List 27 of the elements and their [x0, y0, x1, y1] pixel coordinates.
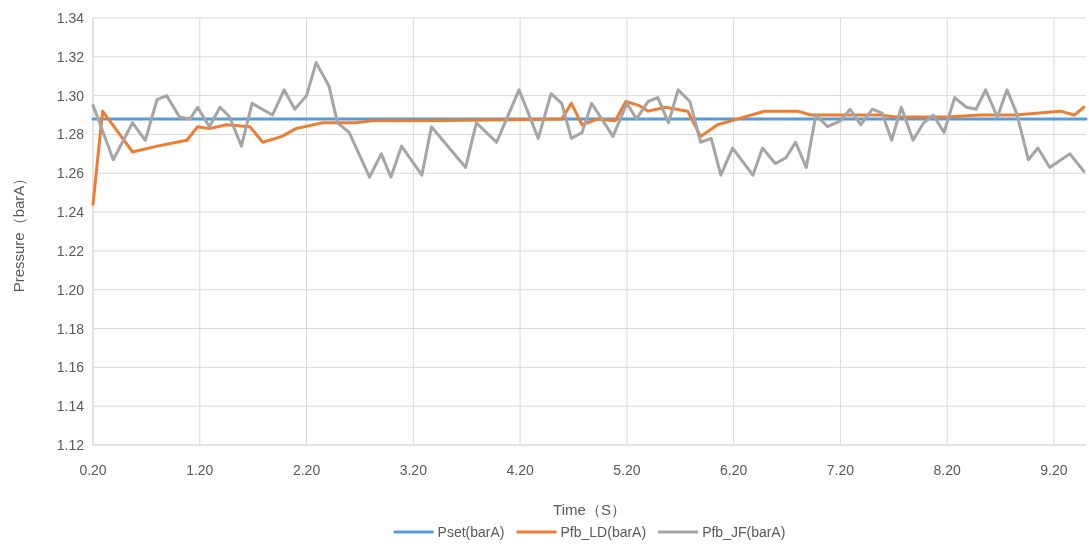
y-tick-label: 1.12: [56, 437, 85, 453]
y-tick-label: 1.30: [56, 87, 85, 104]
x-tick-label: 2.20: [292, 462, 321, 478]
y-tick-label: 1.28: [56, 126, 85, 143]
x-tick-label: 8.20: [933, 462, 962, 478]
x-tick-label: 4.20: [506, 462, 534, 478]
legend-label: Pset(barA): [437, 524, 505, 540]
y-tick-label: 1.20: [56, 281, 85, 298]
y-tick-label: 1.34: [56, 10, 85, 26]
x-tick-label: 0.20: [79, 462, 107, 478]
x-tick-label: 9.20: [1040, 462, 1068, 478]
y-tick-label: 1.32: [56, 48, 85, 65]
y-tick-label: 1.14: [56, 398, 85, 415]
x-tick-label: 5.20: [613, 462, 641, 478]
x-tick-label: 3.20: [399, 462, 428, 478]
y-tick-label: 1.18: [56, 320, 85, 337]
y-tick-label: 1.24: [56, 204, 85, 221]
legend-label: Pfb_JF(barA): [702, 524, 786, 540]
y-tick-label: 1.26: [56, 165, 85, 182]
y-tick-label: 1.16: [56, 359, 85, 376]
x-tick-label: 7.20: [826, 462, 855, 478]
x-tick-label: 6.20: [720, 462, 748, 478]
x-axis-title: Time（S）: [553, 501, 626, 518]
y-axis-title: Pressure（barA）: [10, 170, 27, 293]
x-tick-label: 1.20: [186, 462, 214, 478]
y-tick-label: 1.22: [56, 242, 85, 259]
legend-label: Pfb_LD(barA): [560, 524, 647, 540]
